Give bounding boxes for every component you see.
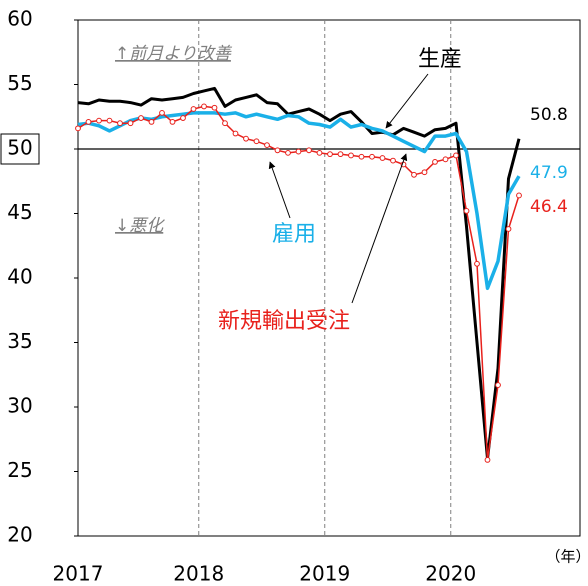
y-tick-label: 40 <box>7 265 32 289</box>
point <box>442 156 449 163</box>
point <box>169 119 176 125</box>
point <box>432 159 438 165</box>
point <box>232 130 239 137</box>
y-tick-label: 35 <box>7 329 32 353</box>
point <box>484 456 491 463</box>
x-axis-label: （年） <box>545 548 588 566</box>
point <box>327 151 333 158</box>
point <box>306 147 312 154</box>
y-tick-label: 30 <box>7 394 32 418</box>
point <box>264 142 270 149</box>
point <box>138 115 144 121</box>
arrow <box>385 73 429 129</box>
series-label: 生産 <box>418 47 462 72</box>
point <box>180 115 186 121</box>
point <box>348 152 354 159</box>
point <box>390 157 396 164</box>
point <box>495 382 501 388</box>
point <box>463 208 470 214</box>
point <box>106 117 113 124</box>
point <box>148 119 155 125</box>
y-tick-label: 20 <box>7 523 32 547</box>
x-tick-label: 2019 <box>299 562 350 586</box>
point <box>222 120 228 127</box>
arrow <box>268 161 291 219</box>
point <box>516 192 522 199</box>
point <box>285 149 291 156</box>
y-tick-label: 25 <box>7 458 32 482</box>
point <box>190 106 197 112</box>
series-line <box>77 105 520 461</box>
point <box>274 147 281 154</box>
point <box>243 135 249 142</box>
point <box>96 117 102 124</box>
data-label: 47.9 <box>530 163 568 183</box>
point <box>337 151 344 158</box>
tick-box <box>0 133 40 165</box>
series-line <box>77 86 521 461</box>
series-label: 雇用 <box>272 222 316 247</box>
point <box>421 169 428 176</box>
point <box>453 152 459 159</box>
point <box>411 171 417 178</box>
y-tick-label: 45 <box>7 200 32 224</box>
y-tick-label: 50 <box>7 136 32 160</box>
point <box>127 120 134 127</box>
point <box>201 103 207 110</box>
point <box>159 109 165 116</box>
point <box>117 120 123 127</box>
point <box>75 125 81 132</box>
x-tick-label: 2017 <box>53 562 104 586</box>
data-label: 46.4 <box>530 197 568 217</box>
point <box>474 260 480 267</box>
series-line <box>77 111 521 291</box>
point <box>211 104 218 111</box>
point <box>253 138 260 145</box>
point <box>369 153 375 160</box>
point <box>358 153 365 160</box>
y-tick-label: 55 <box>7 71 32 95</box>
point <box>505 226 512 232</box>
arrow <box>351 153 408 304</box>
point <box>379 155 386 161</box>
point <box>316 149 323 156</box>
series-label: 新規輸出受注 <box>218 309 350 334</box>
x-tick-label: 2018 <box>173 562 224 586</box>
annotation: ↑前月より改善 <box>115 44 233 64</box>
x-tick-label: 2020 <box>425 562 476 586</box>
data-label: 50.8 <box>530 105 568 125</box>
y-tick-label: 60 <box>7 7 32 31</box>
point <box>85 119 92 125</box>
annotation: ↓悪化 <box>115 216 165 236</box>
point <box>295 148 302 155</box>
